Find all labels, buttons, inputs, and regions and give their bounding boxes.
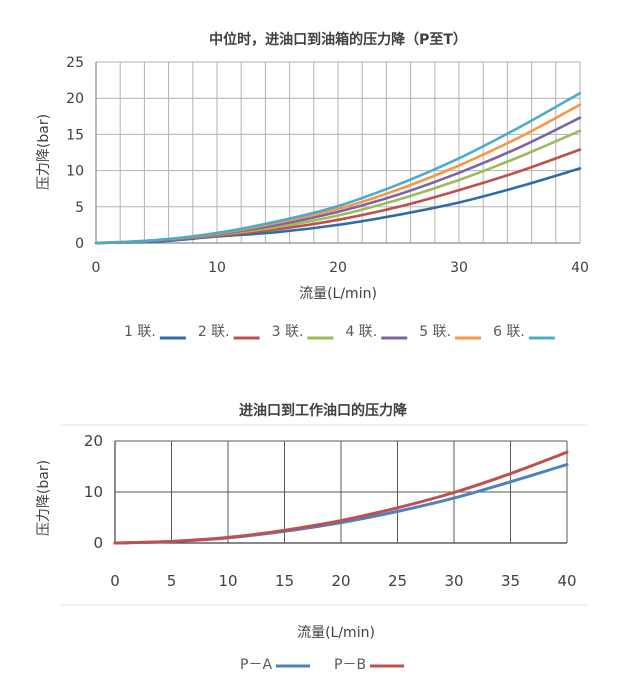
chart-1-x-ticks: 0 10 20 30 40 <box>92 260 589 276</box>
chart-1-legend-label: 1 联. <box>124 324 156 340</box>
chart-2-legend: P－A P－B <box>240 657 405 673</box>
chart-2-y-ticks: 0 10 20 <box>84 432 103 552</box>
chart-1-y-tick-label: 5 <box>75 200 84 216</box>
chart-1-y-tick-label: 0 <box>75 236 84 252</box>
chart-1-y-tick-label: 20 <box>66 91 84 107</box>
chart-2-x-tick-label: 40 <box>557 572 576 590</box>
chart-1-x-tick-label: 40 <box>571 260 589 276</box>
chart-1-series-line <box>94 91 582 245</box>
chart-1-legend-label: 5 联. <box>419 324 451 340</box>
chart-1-y-ticks: 0 5 10 15 20 25 <box>66 55 84 252</box>
chart-1-x-tick-label: 30 <box>450 260 468 276</box>
chart-1-legend-label: 4 联. <box>345 324 377 340</box>
chart-2-x-tick-label: 30 <box>444 572 463 590</box>
chart-2-y-tick-label: 0 <box>93 534 103 552</box>
chart-2-x-tick-label: 20 <box>331 572 350 590</box>
chart-1-series <box>94 91 582 245</box>
chart-1-legend-label: 3 联. <box>272 324 304 340</box>
chart-1-y-tick-label: 15 <box>66 127 84 143</box>
chart-1-y-axis-label: 压力降(bar) <box>36 114 52 190</box>
chart-1-legend-label: 6 联. <box>493 324 525 340</box>
chart-2-legend-label: P－A <box>240 657 272 673</box>
chart-1-legend-label: 2 联. <box>198 324 230 340</box>
chart-2-x-tick-label: 0 <box>110 572 120 590</box>
chart-1-title: 中位时，进油口到油箱的压力降（P至T） <box>209 31 467 48</box>
chart-2: 进油口到工作油口的压力降 0 10 20 0 5 10 15 20 25 30 35 40 压力降(… <box>36 402 588 673</box>
chart-2-x-ticks: 0 5 10 15 20 25 30 35 40 <box>110 572 576 590</box>
chart-2-legend-label: P－B <box>334 657 366 673</box>
chart-1-legend: 1 联. 2 联. 3 联. 4 联. 5 联. 6 联. <box>124 324 555 340</box>
chart-1-y-tick-label: 10 <box>66 164 84 180</box>
chart-2-series-line <box>113 450 569 545</box>
chart-2-x-tick-label: 5 <box>167 572 177 590</box>
chart-1: 中位时，进油口到油箱的压力降（P至T） 0 5 10 15 20 25 0 10 20 30 40… <box>36 31 589 340</box>
chart-1-x-tick-label: 10 <box>208 260 226 276</box>
chart-2-series <box>113 450 569 545</box>
chart-2-x-tick-label: 15 <box>275 572 294 590</box>
chart-2-x-tick-label: 35 <box>501 572 520 590</box>
chart-2-y-tick-label: 10 <box>84 483 103 501</box>
chart-2-y-axis-label: 压力降(bar) <box>36 460 52 536</box>
chart-2-grid <box>114 440 568 544</box>
chart-1-x-tick-label: 20 <box>329 260 347 276</box>
chart-2-y-tick-label: 20 <box>84 432 103 450</box>
chart-2-title: 进油口到工作油口的压力降 <box>239 402 408 419</box>
chart-2-x-axis-label: 流量(L/min) <box>297 625 375 641</box>
chart-2-x-tick-label: 10 <box>218 572 237 590</box>
chart-1-x-axis-label: 流量(L/min) <box>299 286 377 302</box>
chart-2-x-tick-label: 25 <box>388 572 407 590</box>
chart-1-y-tick-label: 25 <box>66 55 84 71</box>
chart-1-x-tick-label: 0 <box>92 260 101 276</box>
